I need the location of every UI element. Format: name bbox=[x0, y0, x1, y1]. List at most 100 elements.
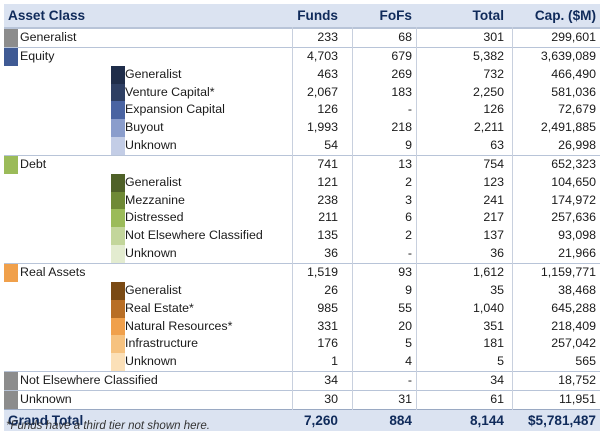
row-funds: 26 bbox=[324, 282, 338, 297]
row-label: Unknown bbox=[125, 246, 177, 261]
subcategory-row: Distressed 211 6 217 257,636 bbox=[4, 209, 600, 228]
row-funds: 233 bbox=[317, 30, 338, 44]
row-cap: 645,288 bbox=[551, 300, 596, 315]
row-cap: 652,323 bbox=[551, 156, 596, 171]
row-total: 5 bbox=[497, 354, 504, 369]
row-funds: 238 bbox=[317, 192, 338, 207]
row-label: Expansion Capital bbox=[125, 102, 225, 117]
header-funds: Funds bbox=[297, 8, 338, 23]
subcategory-row: Infrastructure 176 5 181 257,042 bbox=[4, 335, 600, 354]
row-funds: 2,067 bbox=[306, 84, 338, 99]
row-fofs: 93 bbox=[398, 264, 412, 279]
row-funds: 34 bbox=[324, 373, 338, 388]
grand-total-row: Grand Total 7,260 884 8,144 $5,781,487 bbox=[4, 408, 600, 431]
row-cap: 1,159,771 bbox=[540, 264, 596, 279]
row-funds: 135 bbox=[317, 228, 338, 243]
row-total: 1,040 bbox=[472, 300, 504, 315]
footnote: *Funds have a third tier not shown here. bbox=[6, 420, 210, 432]
row-label: Debt bbox=[20, 156, 47, 171]
column-divider bbox=[352, 27, 353, 410]
row-cap: 93,098 bbox=[558, 228, 596, 243]
row-label: Venture Capital* bbox=[125, 84, 215, 99]
row-label: Natural Resources* bbox=[125, 318, 233, 333]
row-fofs: 31 bbox=[398, 391, 412, 406]
row-label: Distressed bbox=[125, 210, 184, 225]
row-label: Generalist bbox=[125, 282, 182, 297]
column-divider bbox=[292, 27, 293, 410]
category-row: Debt 741 13 754 652,323 bbox=[4, 154, 600, 174]
subcategory-row: Not Elsewhere Classified 135 2 137 93,098 bbox=[4, 227, 600, 246]
asset-class-table: Asset Class Funds FoFs Total Cap. ($M) G… bbox=[4, 4, 600, 431]
row-fofs: 4 bbox=[405, 354, 412, 369]
subcategory-row: Real Estate* 985 55 1,040 645,288 bbox=[4, 299, 600, 318]
row-cap: 299,601 bbox=[551, 30, 596, 44]
row-cap: 38,468 bbox=[558, 282, 596, 297]
row-funds: 463 bbox=[317, 66, 338, 81]
grand-total-funds: 7,260 bbox=[303, 412, 338, 428]
subcategory-row: Buyout 1,993 218 2,211 2,491,885 bbox=[4, 119, 600, 138]
color-swatch bbox=[111, 227, 125, 246]
row-label: Generalist bbox=[125, 174, 182, 189]
color-swatch bbox=[111, 281, 125, 300]
grand-total-cap: $5,781,487 bbox=[527, 412, 596, 428]
color-swatch bbox=[4, 47, 18, 66]
category-row: Real Assets 1,519 93 1,612 1,159,771 bbox=[4, 262, 600, 282]
row-label: Buyout bbox=[125, 120, 164, 135]
category-row: Unknown 30 31 61 11,951 bbox=[4, 389, 600, 409]
row-cap: 257,636 bbox=[551, 210, 596, 225]
color-swatch bbox=[4, 390, 18, 409]
row-total: 351 bbox=[483, 318, 504, 333]
color-swatch bbox=[4, 263, 18, 282]
row-funds: 54 bbox=[324, 138, 338, 153]
row-total: 301 bbox=[483, 30, 504, 44]
row-cap: 565 bbox=[575, 354, 596, 369]
category-row: Generalist 233 68 301 299,601 bbox=[4, 28, 600, 47]
row-cap: 104,650 bbox=[551, 174, 596, 189]
subcategory-row: Venture Capital* 2,067 183 2,250 581,036 bbox=[4, 83, 600, 102]
row-funds: 36 bbox=[324, 246, 338, 261]
subcategory-row: Generalist 121 2 123 104,650 bbox=[4, 173, 600, 192]
column-divider bbox=[512, 27, 513, 410]
row-total: 2,211 bbox=[473, 120, 504, 135]
subcategory-row: Natural Resources* 331 20 351 218,409 bbox=[4, 317, 600, 336]
row-funds: 176 bbox=[317, 336, 338, 351]
color-swatch bbox=[111, 191, 125, 210]
row-funds: 30 bbox=[324, 391, 338, 406]
row-funds: 331 bbox=[317, 318, 338, 333]
table-header-row: Asset Class Funds FoFs Total Cap. ($M) bbox=[4, 4, 600, 28]
row-funds: 4,703 bbox=[306, 48, 338, 63]
row-total: 63 bbox=[490, 138, 504, 153]
row-fofs: 218 bbox=[391, 120, 412, 135]
color-swatch bbox=[111, 83, 125, 102]
row-label: Generalist bbox=[20, 30, 77, 44]
row-cap: 72,679 bbox=[558, 102, 596, 117]
row-funds: 1,519 bbox=[306, 264, 338, 279]
row-label: Unknown bbox=[20, 391, 72, 406]
subcategory-row: Unknown 1 4 5 565 bbox=[4, 353, 600, 372]
header-fofs: FoFs bbox=[379, 8, 412, 23]
row-total: 61 bbox=[490, 391, 504, 406]
subcategory-row: Expansion Capital 126 - 126 72,679 bbox=[4, 101, 600, 120]
grand-total-fofs: 884 bbox=[389, 412, 412, 428]
header-asset-class: Asset Class bbox=[8, 8, 86, 23]
row-fofs: 55 bbox=[398, 300, 412, 315]
color-swatch bbox=[4, 29, 18, 47]
color-swatch bbox=[111, 173, 125, 192]
row-cap: 26,998 bbox=[558, 138, 596, 153]
row-total: 126 bbox=[483, 102, 504, 117]
color-swatch bbox=[111, 119, 125, 138]
row-fofs: - bbox=[407, 373, 412, 388]
color-swatch bbox=[111, 299, 125, 318]
color-swatch bbox=[111, 353, 125, 372]
row-total: 181 bbox=[483, 336, 504, 351]
row-cap: 257,042 bbox=[551, 336, 596, 351]
row-fofs: 9 bbox=[405, 282, 412, 297]
row-fofs: - bbox=[407, 102, 412, 117]
row-total: 754 bbox=[483, 156, 504, 171]
row-total: 36 bbox=[490, 246, 504, 261]
header-cap: Cap. ($M) bbox=[534, 8, 596, 23]
color-swatch bbox=[111, 65, 125, 84]
row-label: Real Assets bbox=[20, 264, 86, 279]
subcategory-row: Mezzanine 238 3 241 174,972 bbox=[4, 191, 600, 210]
row-fofs: 9 bbox=[405, 138, 412, 153]
